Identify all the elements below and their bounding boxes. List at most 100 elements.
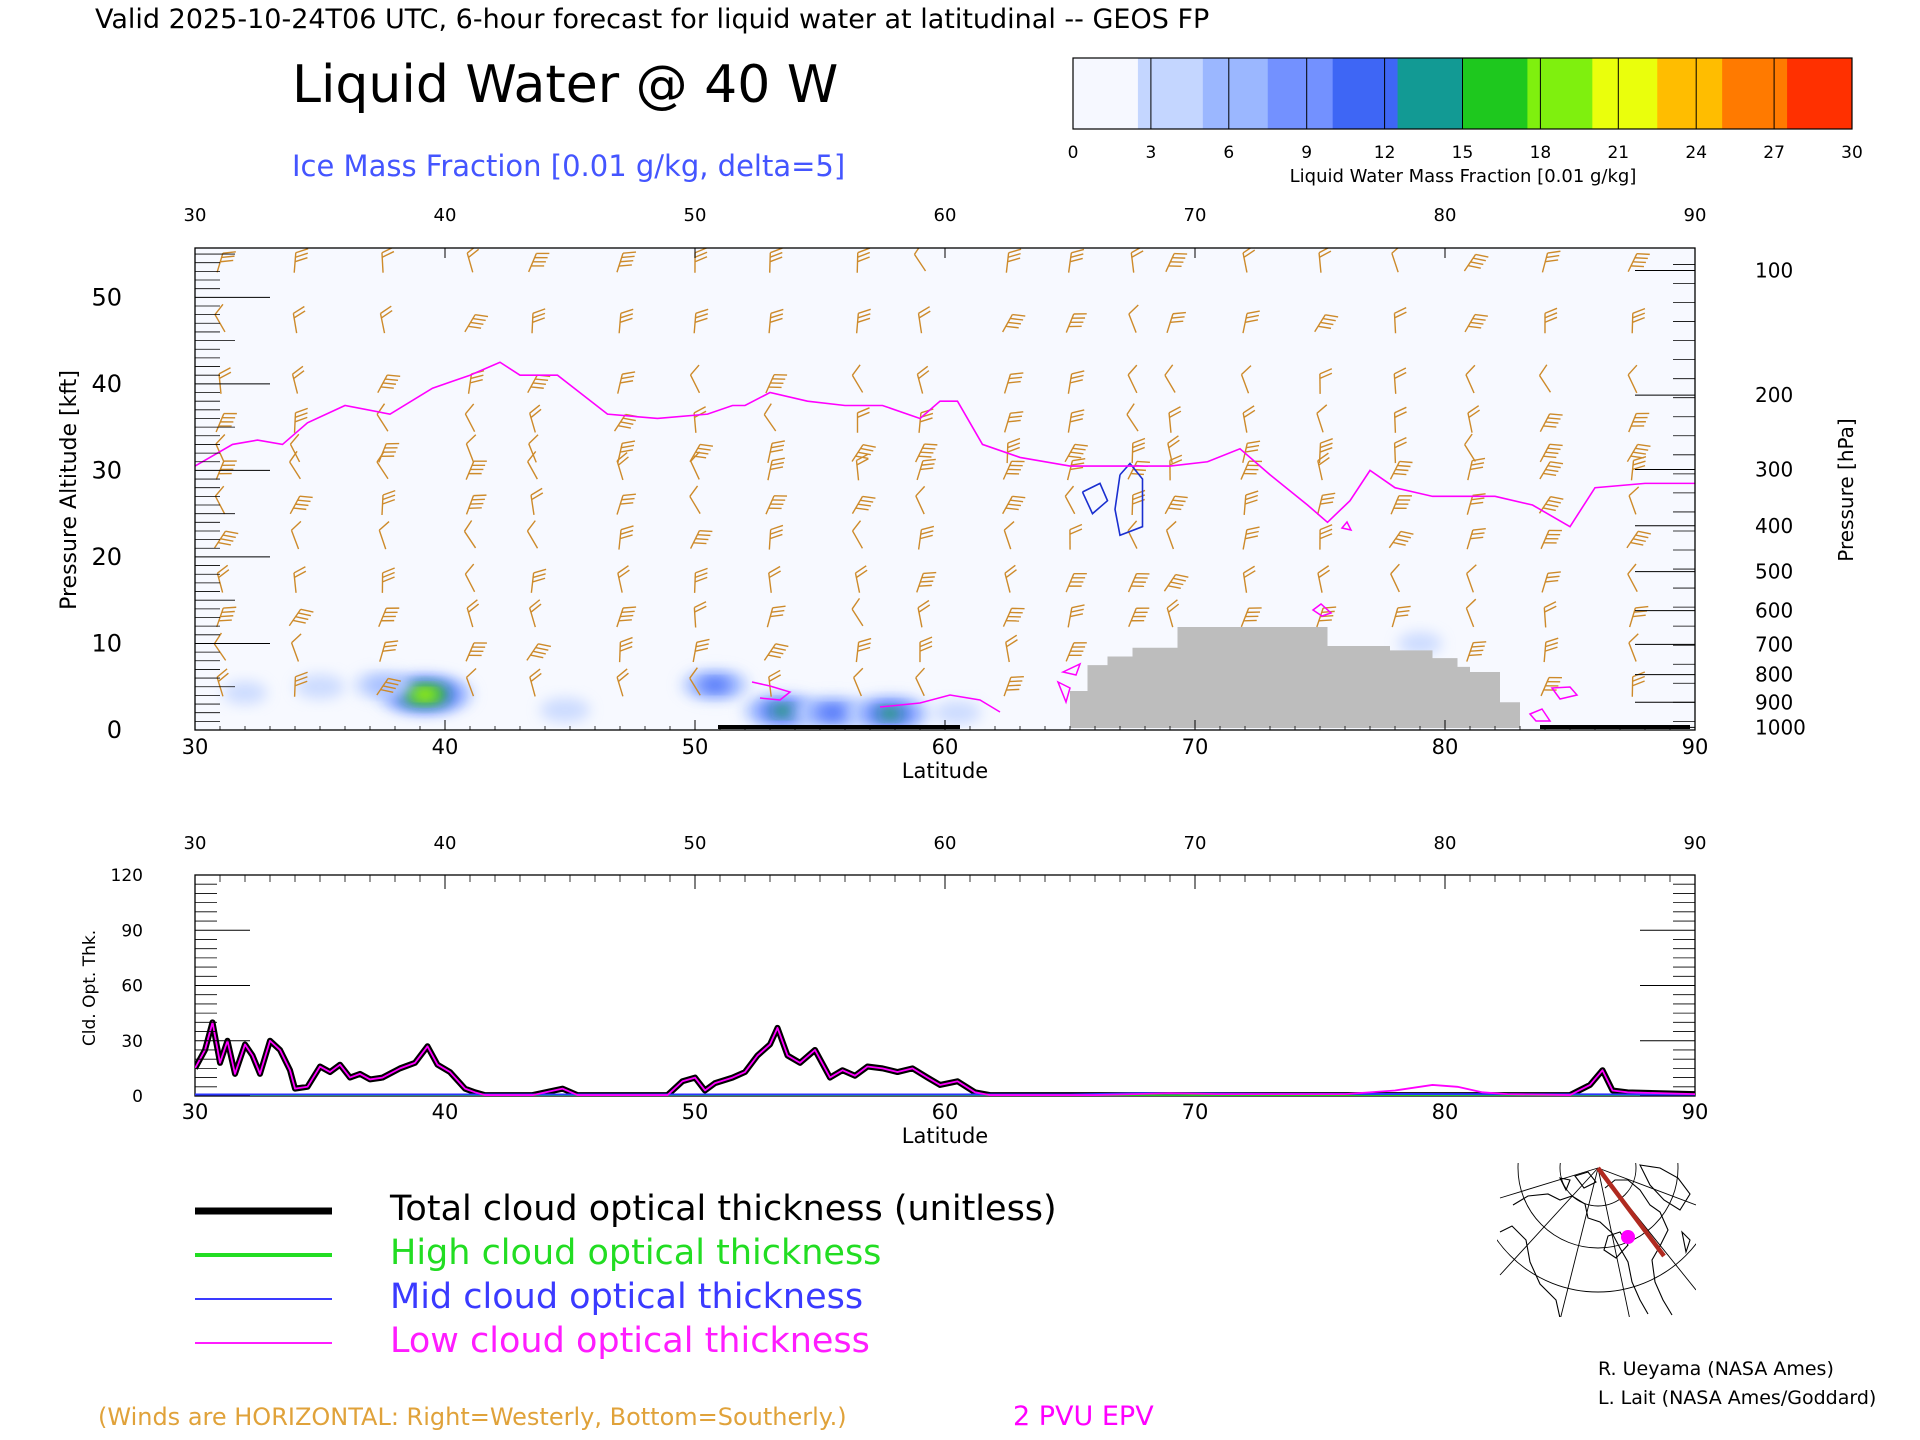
liquid-water-blob — [933, 700, 982, 725]
wind-barb-feather — [223, 460, 237, 462]
wind-barb — [1628, 633, 1639, 662]
wind-barb — [767, 457, 785, 481]
wind-barb-feather — [1470, 536, 1484, 540]
wind-barb-feather — [376, 450, 385, 463]
wind-barb-shaft — [526, 643, 539, 661]
wind-barb-feather — [697, 533, 711, 537]
wind-barb-feather — [1007, 468, 1021, 471]
wind-barb — [690, 451, 701, 480]
wind-barb-shaft — [1240, 374, 1250, 394]
wind-barb-feather — [1394, 436, 1407, 444]
wind-barb-feather — [465, 434, 477, 445]
wind-barb-feather — [470, 468, 484, 471]
wind-barb-feather — [1544, 312, 1558, 319]
wind-barb-feather — [696, 638, 710, 643]
wind-barb — [465, 434, 477, 463]
wind-barb-feather — [618, 619, 632, 622]
bottom-y-tick-label: 90 — [121, 921, 143, 941]
wind-barb-feather — [694, 576, 708, 583]
wind-barb-feather — [1073, 572, 1087, 575]
wind-barb-feather — [770, 382, 784, 384]
wind-barb-feather — [768, 565, 781, 574]
wind-barb-feather — [1472, 257, 1486, 262]
wind-barb-feather — [473, 494, 487, 497]
wind-barb-shaft — [693, 412, 697, 433]
wind-barb-shaft — [769, 252, 771, 273]
wind-barb — [289, 495, 313, 515]
wind-barb-shaft — [1240, 460, 1250, 480]
wind-barb-feather — [1006, 688, 1020, 691]
wind-barb-feather — [1007, 380, 1021, 384]
wind-barb — [526, 643, 551, 661]
wind-barb — [919, 636, 933, 663]
wind-barb-feather — [223, 412, 237, 415]
wind-barb-feather — [1164, 364, 1174, 376]
wind-barb-feather — [1627, 563, 1637, 575]
wind-barb — [464, 403, 476, 432]
wind-barb-feather — [622, 493, 636, 497]
wind-barb-feather — [1472, 527, 1486, 531]
wind-barb — [376, 677, 402, 696]
legend: Total cloud optical thickness (unitless)… — [195, 1189, 1057, 1361]
wind-barb-feather — [857, 313, 871, 319]
wind-barb-shaft — [1067, 412, 1073, 433]
wind-barb-feather — [699, 443, 714, 447]
wind-barb-shaft — [616, 676, 624, 697]
wind-barb-feather — [1545, 641, 1559, 648]
wind-barb-feather — [1636, 412, 1650, 415]
wind-barb-feather — [1543, 455, 1557, 459]
wind-barb-feather — [1543, 425, 1557, 428]
map-meridian-3 — [1597, 1167, 1630, 1317]
wind-barb-feather — [1010, 372, 1024, 375]
x-tick-bottom: 60 — [932, 735, 959, 759]
wind-barb-feather — [921, 525, 935, 531]
wind-barb-shaft — [767, 443, 773, 464]
wind-barb-shaft — [1316, 413, 1324, 433]
wind-barb-feather — [763, 403, 772, 415]
wind-barb — [1631, 307, 1646, 334]
wind-barb-shaft — [1628, 495, 1637, 515]
wind-barb-feather — [1069, 528, 1083, 535]
colorbar-tick-label: 15 — [1452, 143, 1474, 163]
wind-barb-shaft — [765, 495, 775, 515]
wind-barb-feather — [919, 534, 933, 540]
wind-barb — [1627, 563, 1638, 593]
wind-barb-feather — [1468, 653, 1482, 657]
wind-barb — [617, 565, 630, 593]
wind-barb-feather — [1468, 409, 1481, 418]
wind-barb-feather — [1244, 499, 1258, 505]
wind-barb-feather — [857, 317, 871, 323]
wind-barb-shaft — [1318, 252, 1322, 273]
wind-barb-feather — [857, 642, 871, 648]
wind-barb-feather — [1245, 449, 1259, 453]
wind-barb-feather — [860, 499, 874, 503]
wind-barb — [379, 305, 393, 334]
wind-barb — [1127, 520, 1138, 549]
wind-barb-shaft — [378, 607, 387, 628]
wind-barb-feather — [1470, 261, 1484, 266]
wind-barb-shaft — [376, 461, 389, 480]
wind-barb — [689, 485, 701, 514]
wind-barb-feather — [1174, 252, 1188, 255]
wind-barb-shaft — [617, 373, 623, 394]
wind-barb-shaft — [1127, 461, 1138, 480]
wind-barb — [1540, 529, 1562, 550]
wind-barb-shaft — [289, 461, 301, 480]
wind-barb-feather — [694, 317, 708, 323]
wind-barb-feather — [293, 370, 305, 380]
wind-barb-feather — [774, 374, 788, 376]
map-coast-east — [1604, 1179, 1673, 1316]
wind-barb-feather — [290, 520, 302, 531]
liquid-water-field — [222, 632, 1443, 728]
wind-barb-feather — [220, 615, 234, 618]
wind-barb — [530, 568, 547, 593]
wind-barb-feather — [222, 251, 236, 254]
wind-barb — [768, 565, 781, 593]
colorbar-segment — [1787, 58, 1853, 129]
wind-barb-feather — [1318, 325, 1332, 330]
y-tick-label: 0 — [107, 716, 122, 744]
wind-barb — [381, 567, 395, 593]
wind-barb-feather — [1632, 460, 1646, 466]
wind-barb-shaft — [689, 444, 701, 463]
wind-barb-feather — [1471, 497, 1485, 501]
